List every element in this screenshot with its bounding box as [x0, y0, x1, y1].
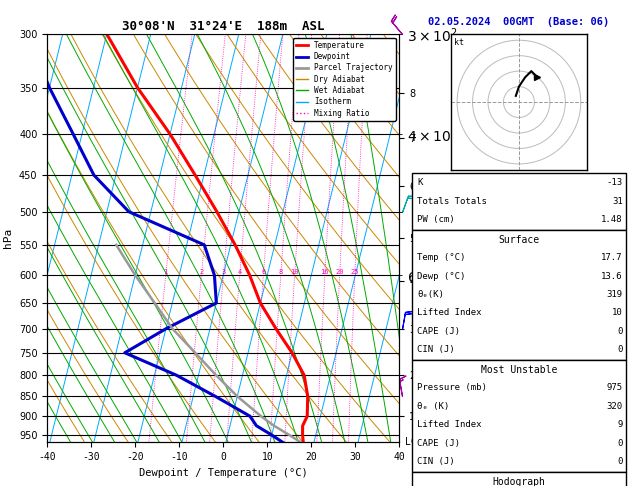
Text: 975: 975	[606, 383, 623, 392]
Text: 10: 10	[612, 309, 623, 317]
Y-axis label: hPa: hPa	[3, 228, 13, 248]
Text: K: K	[417, 178, 423, 187]
Text: 20: 20	[335, 269, 344, 275]
Y-axis label: km
ASL: km ASL	[474, 227, 492, 249]
Text: kt: kt	[454, 38, 464, 47]
Text: 17.7: 17.7	[601, 253, 623, 262]
Text: 0: 0	[617, 327, 623, 336]
Text: CIN (J): CIN (J)	[417, 346, 455, 354]
Text: Totals Totals: Totals Totals	[417, 197, 487, 206]
Text: PW (cm): PW (cm)	[417, 215, 455, 224]
Text: 2: 2	[199, 269, 204, 275]
Text: CAPE (J): CAPE (J)	[417, 439, 460, 448]
Text: CAPE (J): CAPE (J)	[417, 327, 460, 336]
Text: 9: 9	[617, 420, 623, 429]
Text: Lifted Index: Lifted Index	[417, 309, 482, 317]
Text: 31: 31	[612, 197, 623, 206]
Text: © weatheronline.co.uk: © weatheronline.co.uk	[467, 471, 571, 480]
Text: 0: 0	[617, 439, 623, 448]
Text: 25: 25	[350, 269, 359, 275]
Text: CIN (J): CIN (J)	[417, 457, 455, 466]
Text: Hodograph: Hodograph	[493, 477, 545, 486]
Text: 02.05.2024  00GMT  (Base: 06): 02.05.2024 00GMT (Base: 06)	[428, 17, 610, 27]
Text: 13.6: 13.6	[601, 272, 623, 280]
Text: Pressure (mb): Pressure (mb)	[417, 383, 487, 392]
Text: Dewp (°C): Dewp (°C)	[417, 272, 465, 280]
Text: -13: -13	[606, 178, 623, 187]
Text: LCL: LCL	[405, 437, 423, 447]
Text: 1.48: 1.48	[601, 215, 623, 224]
Text: θₑ (K): θₑ (K)	[417, 402, 449, 411]
Text: Lifted Index: Lifted Index	[417, 420, 482, 429]
Text: Surface: Surface	[498, 235, 540, 244]
Text: Temp (°C): Temp (°C)	[417, 253, 465, 262]
Text: Most Unstable: Most Unstable	[481, 365, 557, 375]
Text: 4: 4	[238, 269, 242, 275]
Text: 6: 6	[261, 269, 265, 275]
Text: 319: 319	[606, 290, 623, 299]
Text: θₑ(K): θₑ(K)	[417, 290, 444, 299]
Text: 3: 3	[221, 269, 226, 275]
Text: 8: 8	[279, 269, 283, 275]
X-axis label: Dewpoint / Temperature (°C): Dewpoint / Temperature (°C)	[139, 468, 308, 478]
Text: 0: 0	[617, 457, 623, 466]
Text: 320: 320	[606, 402, 623, 411]
Text: 16: 16	[321, 269, 329, 275]
Title: 30°08'N  31°24'E  188m  ASL: 30°08'N 31°24'E 188m ASL	[122, 20, 325, 33]
Text: 10: 10	[291, 269, 299, 275]
Text: 1: 1	[164, 269, 168, 275]
Text: 0: 0	[617, 346, 623, 354]
Legend: Temperature, Dewpoint, Parcel Trajectory, Dry Adiabat, Wet Adiabat, Isotherm, Mi: Temperature, Dewpoint, Parcel Trajectory…	[293, 38, 396, 121]
